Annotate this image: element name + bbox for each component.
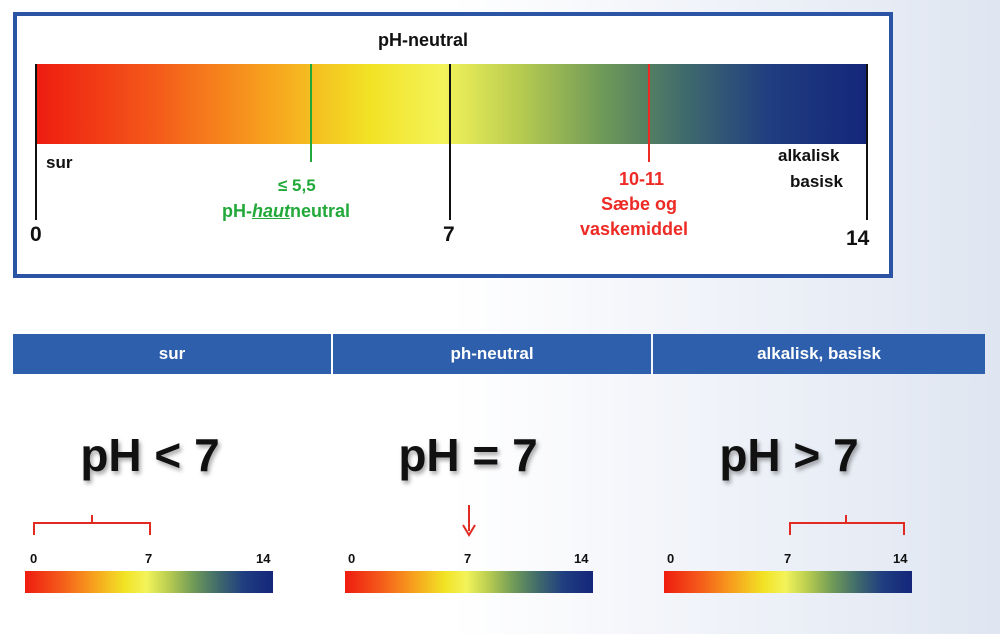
- ph-gradient-bar: [36, 64, 868, 144]
- basic-label: basisk: [790, 172, 843, 191]
- ph-neutral-title: pH-neutral: [378, 30, 468, 50]
- mini3-mid: 7: [784, 551, 792, 566]
- mini3-min: 0: [667, 551, 675, 566]
- mini1-max: 14: [256, 551, 271, 566]
- formula-neutral: pH = 7: [398, 429, 538, 481]
- alkaline-bracket: [789, 515, 905, 535]
- indicators-layer: [33, 505, 905, 537]
- header-alkaline: alkalisk, basisk: [653, 334, 985, 374]
- ph-scale-panel: [13, 12, 893, 278]
- scale-neutral-line: [449, 64, 451, 220]
- soap-marker-value: 10-11: [619, 169, 665, 189]
- mini-gradient-acid: [25, 571, 273, 593]
- soap-marker-label-1: Sæbe og: [601, 194, 678, 214]
- scale-mid-label: 7: [443, 223, 455, 246]
- mini1-mid: 7: [145, 551, 153, 566]
- mini3-max: 14: [893, 551, 908, 566]
- acid-bracket: [33, 515, 151, 535]
- soap-marker-label-2: vaskemiddel: [580, 219, 689, 239]
- soap-marker-line: [648, 64, 650, 162]
- skin-marker-value: ≤ 5,5: [278, 176, 316, 195]
- acid-label: sur: [46, 153, 73, 172]
- scale-left-tick: [35, 64, 37, 220]
- scale-right-tick: [866, 64, 868, 220]
- mini2-mid: 7: [464, 551, 472, 566]
- alkaline-label: alkalisk: [778, 146, 840, 165]
- skin-marker-label: pH-hautneutral: [222, 201, 351, 221]
- header-acid: sur: [13, 334, 331, 374]
- mini2-min: 0: [348, 551, 356, 566]
- mini-gradient-neutral: [345, 571, 593, 593]
- header-neutral: ph-neutral: [333, 334, 651, 374]
- skin-marker-line: [310, 64, 312, 162]
- neutral-arrow-head: [462, 524, 476, 537]
- scale-min-label: 0: [30, 223, 42, 246]
- mini-gradient-alkaline: [664, 571, 912, 593]
- scale-max-label: 14: [846, 227, 870, 250]
- formula-acid: pH < 7: [80, 429, 220, 481]
- mini1-min: 0: [30, 551, 38, 566]
- mini2-max: 14: [574, 551, 589, 566]
- formula-alkaline: pH > 7: [719, 429, 859, 481]
